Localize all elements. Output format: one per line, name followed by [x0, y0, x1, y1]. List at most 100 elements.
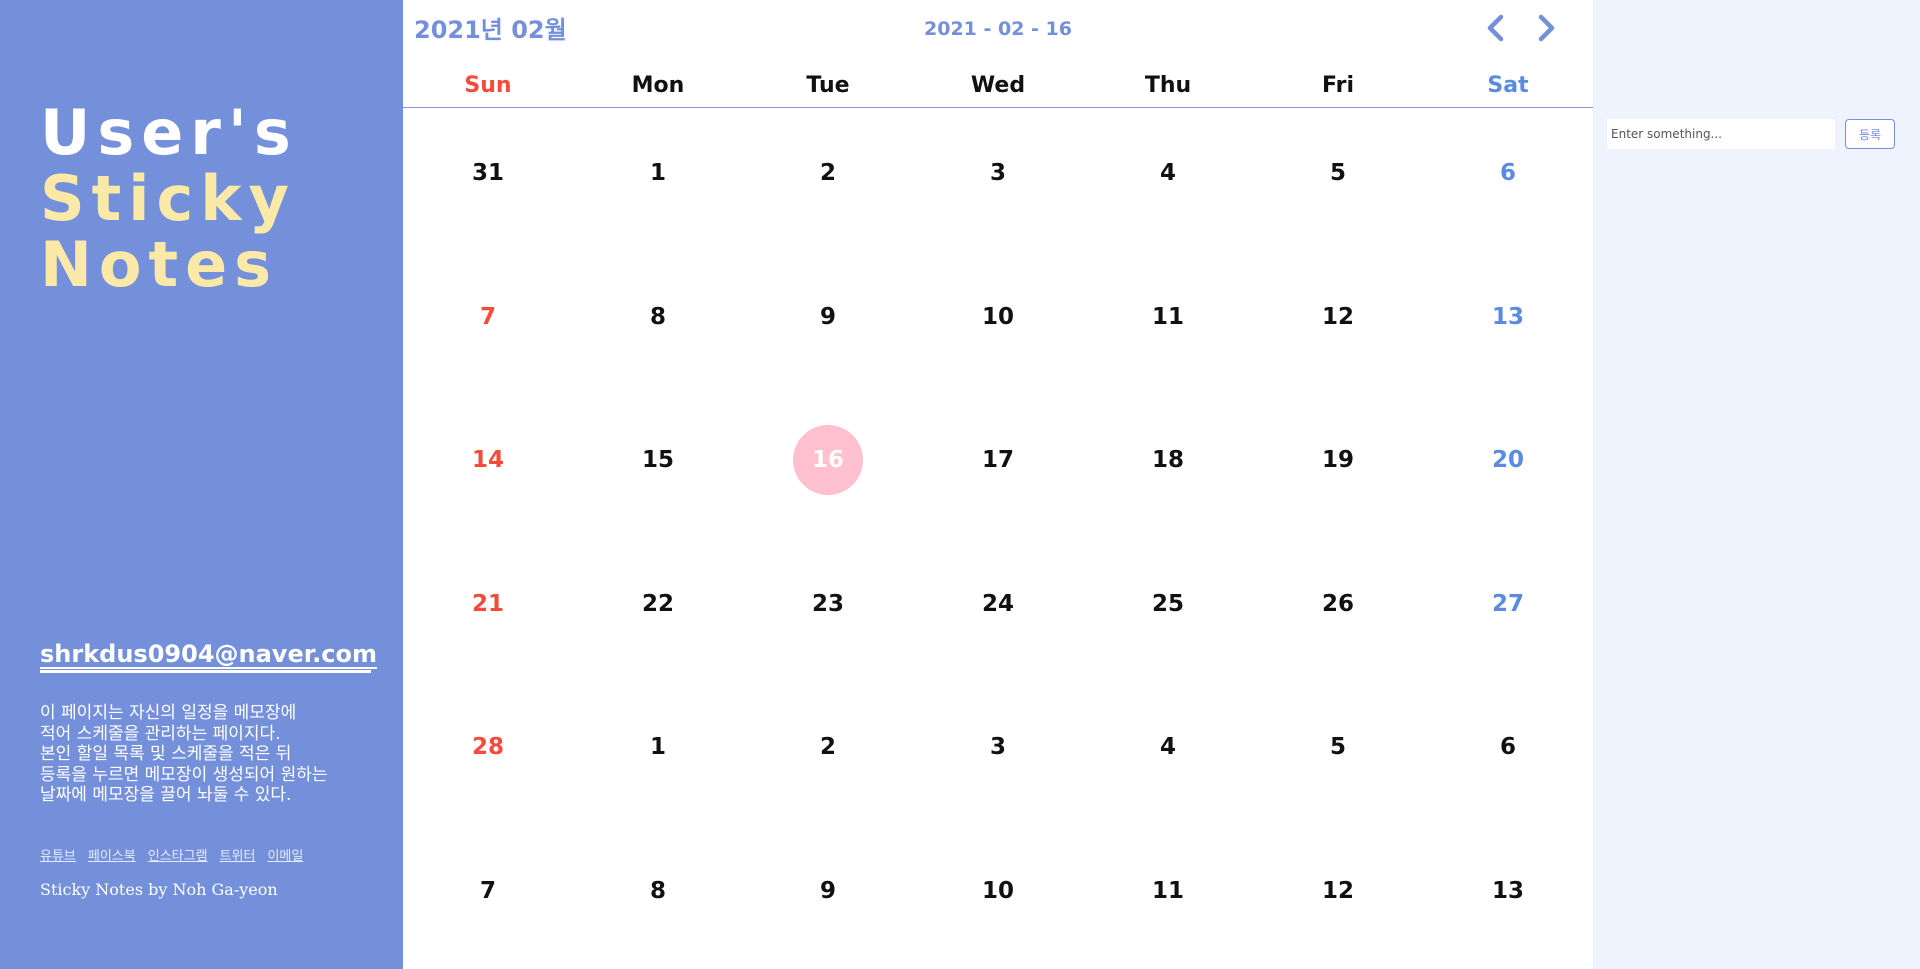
calendar-day-cell[interactable]: 11 [1083, 252, 1253, 396]
calendar-day-number: 28 [471, 734, 504, 760]
calendar-day-cell[interactable]: 8 [573, 252, 743, 396]
calendar-day-cell[interactable]: 4 [1083, 108, 1253, 252]
calendar-day-cell[interactable]: 8 [573, 826, 743, 969]
twitter-link[interactable]: 트위터 [219, 849, 256, 864]
email-underline [40, 670, 371, 673]
calendar-day-cell[interactable]: 23 [743, 539, 913, 683]
calendar-day-cell[interactable]: 7 [403, 826, 573, 969]
calendar-day-today[interactable]: 16 [743, 395, 913, 539]
calendar-day-cell[interactable]: 15 [573, 395, 743, 539]
calendar-grid: 31 1 2 3 4 5 6 7 8 9 10 11 12 13 14 15 16 17 18 19 20 21 22 23 2… [403, 108, 1593, 969]
calendar-day-cell[interactable]: 3 [913, 682, 1083, 826]
calendar-day-cell[interactable]: 5 [1253, 682, 1423, 826]
next-month-button[interactable] [1526, 8, 1566, 48]
calendar-day-cell[interactable]: 5 [1253, 108, 1423, 252]
app-logo: User's Sticky Notes [40, 100, 298, 298]
calendar-day-cell[interactable]: 6 [1423, 108, 1593, 252]
social-links: 유튜브 페이스북 인스타그램 트위터 이메일 [40, 845, 303, 864]
calendar-day-number: 17 [981, 447, 1014, 473]
calendar-day-number: 27 [1491, 590, 1524, 617]
calendar-day-number: 12 [1321, 303, 1354, 330]
calendar-day-cell[interactable]: 20 [1423, 395, 1593, 539]
weekday-sat: Sat [1487, 73, 1529, 98]
calendar-day-cell[interactable]: 22 [573, 539, 743, 683]
calendar-day-number: 10 [981, 303, 1014, 330]
calendar-day-number: 26 [1321, 590, 1354, 617]
calendar-day-number: 2 [819, 160, 836, 186]
register-button[interactable]: 등록 [1845, 119, 1895, 149]
calendar-day-number: 4 [1159, 734, 1176, 760]
calendar-day-number: 23 [811, 590, 844, 617]
calendar-day-number: 16 [793, 425, 863, 495]
calendar-day-cell[interactable]: 28 [403, 682, 573, 826]
chevron-left-icon [1487, 14, 1504, 42]
memo-input[interactable] [1607, 119, 1835, 149]
calendar-day-cell[interactable]: 17 [913, 395, 1083, 539]
calendar-day-number: 14 [471, 447, 504, 473]
calendar-week-row: 7 8 9 10 11 12 13 [403, 826, 1593, 969]
email-contact-link[interactable]: 이메일 [267, 849, 304, 864]
calendar-day-cell[interactable]: 21 [403, 539, 573, 683]
calendar-day-cell[interactable]: 11 [1083, 826, 1253, 969]
instagram-link[interactable]: 인스타그램 [147, 849, 208, 864]
logo-line-3: Notes [40, 228, 279, 301]
calendar-day-cell[interactable]: 27 [1423, 539, 1593, 683]
calendar-day-number: 12 [1321, 877, 1354, 904]
calendar-day-cell[interactable]: 13 [1423, 826, 1593, 969]
calendar-week-row: 14 15 16 17 18 19 20 [403, 395, 1593, 539]
calendar-day-number: 3 [989, 734, 1006, 760]
weekday-mon: Mon [631, 73, 685, 98]
calendar-day-cell[interactable]: 10 [913, 826, 1083, 969]
calendar-week-row: 28 1 2 3 4 5 6 [403, 682, 1593, 826]
calendar-day-cell[interactable]: 24 [913, 539, 1083, 683]
facebook-link[interactable]: 페이스북 [87, 849, 136, 864]
calendar-day-number: 18 [1151, 447, 1184, 473]
credit-text: Sticky Notes by Noh Ga-yeon [40, 880, 278, 899]
chevron-right-icon [1538, 14, 1555, 42]
calendar-day-cell[interactable]: 31 [403, 108, 573, 252]
calendar-day-number: 1 [649, 734, 666, 760]
page-description: 이 페이지는 자신의 일정을 메모장에 적어 스케줄을 관리하는 페이지다. 본… [40, 703, 328, 805]
calendar-day-number: 15 [641, 447, 674, 473]
calendar-day-cell[interactable]: 26 [1253, 539, 1423, 683]
calendar-day-cell[interactable]: 9 [743, 826, 913, 969]
calendar-day-cell[interactable]: 12 [1253, 826, 1423, 969]
calendar-day-cell[interactable]: 2 [743, 108, 913, 252]
calendar-day-cell[interactable]: 12 [1253, 252, 1423, 396]
calendar-day-cell[interactable]: 1 [573, 682, 743, 826]
calendar-day-number: 13 [1491, 877, 1524, 904]
prev-month-button[interactable] [1476, 8, 1516, 48]
calendar-day-number: 9 [819, 303, 836, 330]
calendar-day-cell[interactable]: 13 [1423, 252, 1593, 396]
calendar-day-cell[interactable]: 4 [1083, 682, 1253, 826]
calendar-day-number: 31 [471, 160, 504, 186]
calendar-day-number: 21 [471, 590, 504, 617]
calendar-day-cell[interactable]: 6 [1423, 682, 1593, 826]
memo-panel: 등록 [1593, 0, 1920, 969]
calendar-day-cell[interactable]: 14 [403, 395, 573, 539]
calendar-day-cell[interactable]: 2 [743, 682, 913, 826]
calendar-day-number: 2 [819, 734, 836, 760]
month-title: 2021년 02월 [414, 16, 567, 44]
calendar-day-number: 6 [1499, 734, 1516, 760]
calendar-day-cell[interactable]: 10 [913, 252, 1083, 396]
calendar-day-cell[interactable]: 19 [1253, 395, 1423, 539]
calendar-day-number: 9 [819, 877, 836, 904]
calendar-day-number: 25 [1151, 590, 1184, 617]
email-link[interactable]: shrkdus0904@naver.com [40, 640, 377, 668]
calendar-day-cell[interactable]: 18 [1083, 395, 1253, 539]
youtube-link[interactable]: 유튜브 [40, 849, 76, 864]
calendar-day-number: 8 [649, 303, 666, 330]
calendar-day-number: 1 [649, 160, 666, 186]
calendar-day-number: 8 [649, 877, 666, 904]
calendar-day-cell[interactable]: 3 [913, 108, 1083, 252]
calendar-day-cell[interactable]: 1 [573, 108, 743, 252]
calendar-day-cell[interactable]: 25 [1083, 539, 1253, 683]
calendar-day-number: 24 [981, 590, 1014, 617]
calendar-day-number: 5 [1329, 160, 1346, 186]
logo-line-1: User's [40, 96, 298, 169]
calendar-day-number: 22 [641, 590, 674, 617]
calendar-day-cell[interactable]: 7 [403, 252, 573, 396]
calendar-day-number: 3 [989, 160, 1006, 186]
calendar-day-cell[interactable]: 9 [743, 252, 913, 396]
